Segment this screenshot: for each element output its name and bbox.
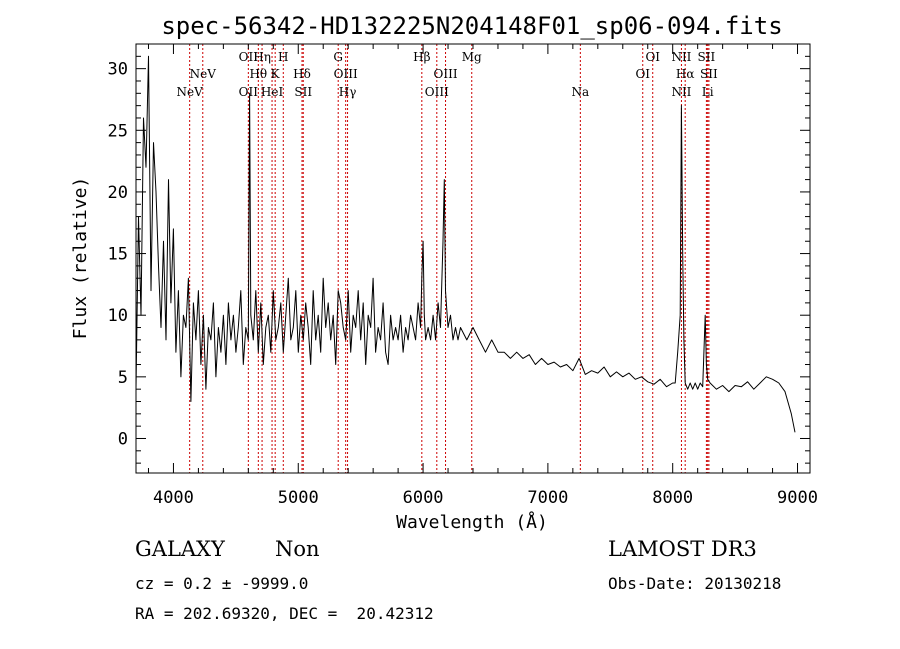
- emission-line-labels: NeV NeV OII OII Hθ Hη HeI KH Hδ SII G OIII Hγ Hβ OIII O…: [177, 50, 718, 99]
- chart-title: spec-56342-HD132225N204148F01_sp06-094.f…: [161, 12, 782, 40]
- emission-line-label: OIII: [434, 67, 458, 81]
- obs-date: Obs-Date: 20130218: [608, 574, 782, 593]
- emission-line-label: OI: [635, 67, 650, 81]
- y-tick-label: 30: [108, 60, 128, 80]
- emission-line-label: SII: [698, 50, 716, 64]
- y-axis: 0 5 10 15 20 25 30: [108, 55, 810, 464]
- emission-line-label: K: [271, 67, 281, 81]
- emission-line-label: NII: [671, 85, 691, 99]
- emission-line-label: Hη: [253, 50, 271, 64]
- y-axis-label: Flux (relative): [70, 177, 91, 340]
- y-tick-label: 10: [108, 306, 128, 326]
- emission-line-label: NeV: [190, 67, 217, 81]
- emission-line-label: OI: [645, 50, 660, 64]
- y-tick-label: 15: [108, 245, 128, 265]
- x-axis: 4000 5000 6000 7000 8000 9000: [147, 44, 818, 508]
- x-tick-label: 6000: [403, 488, 444, 508]
- y-tick-label: 5: [118, 368, 128, 388]
- emission-line-label: OIII: [334, 67, 358, 81]
- emission-line-label: H: [278, 50, 288, 64]
- emission-line-label: OII: [239, 50, 259, 64]
- spectrum-series: [135, 55, 796, 433]
- emission-line-label: NeV: [177, 85, 204, 99]
- emission-line-label: Na: [572, 85, 590, 99]
- emission-line-label: OIII: [425, 85, 449, 99]
- x-tick-label: 7000: [527, 488, 568, 508]
- y-tick-label: 20: [108, 183, 128, 203]
- x-tick-label: 9000: [777, 488, 818, 508]
- emission-line-label: SII: [700, 67, 718, 81]
- emission-line-label: OII: [239, 85, 259, 99]
- emission-line-markers: [189, 44, 710, 473]
- coordinates: RA = 202.69320, DEC = 20.42312: [135, 604, 434, 623]
- object-subclass: Non: [275, 537, 320, 561]
- emission-line-label: Hγ: [339, 85, 357, 99]
- emission-line-label: SII: [294, 85, 312, 99]
- emission-line-label: Hβ: [413, 50, 430, 64]
- y-tick-label: 25: [108, 121, 128, 141]
- redshift-readout: cz = 0.2 ± -9999.0: [135, 574, 309, 593]
- object-class: GALAXY: [135, 537, 225, 561]
- emission-line-label: Mg: [462, 50, 482, 64]
- emission-line-label: Li: [702, 85, 714, 99]
- emission-line-label: HeI: [261, 85, 284, 99]
- emission-line-label: NII: [671, 50, 691, 64]
- x-tick-label: 8000: [652, 488, 693, 508]
- x-axis-label: Wavelength (Å): [396, 511, 548, 533]
- survey-name: LAMOST DR3: [608, 537, 757, 561]
- spectrum-line: [135, 55, 796, 433]
- emission-line-label: Hα: [676, 67, 695, 81]
- x-tick-label: 4000: [153, 488, 194, 508]
- emission-line-label: G: [333, 50, 343, 64]
- emission-line-label: Hδ: [293, 67, 311, 81]
- y-tick-label: 0: [118, 429, 128, 449]
- emission-line-label: Hθ: [249, 67, 267, 81]
- x-tick-label: 5000: [278, 488, 319, 508]
